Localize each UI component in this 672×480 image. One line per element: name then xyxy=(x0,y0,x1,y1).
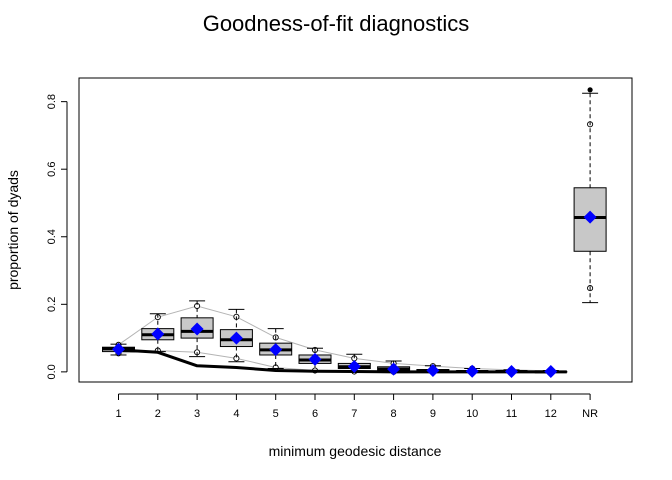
axes: 0.00.20.40.60.81 2 3 4 5 6 7 8 9 10 11 12 NR xyxy=(46,94,598,420)
box-series xyxy=(102,92,607,374)
chart-title: Goodness-of-fit diagnostics xyxy=(203,11,470,36)
y-tick-label: 0.0 xyxy=(46,364,58,379)
mean-marker-series xyxy=(112,210,597,379)
mean-marker-9 xyxy=(426,364,440,378)
mean-marker-2 xyxy=(151,327,165,341)
x-tick-label: 1 xyxy=(115,408,121,420)
x-tick-label: 2 xyxy=(155,408,161,420)
mean-marker-NR xyxy=(583,210,597,224)
y-tick-label: 0.8 xyxy=(46,94,58,109)
y-axis-label: proportion of dyads xyxy=(5,170,21,290)
mean-marker-1 xyxy=(112,342,125,356)
y-tick-label: 0.2 xyxy=(46,297,58,312)
y-tick-label: 0.6 xyxy=(46,162,58,177)
x-tick-label: 3 xyxy=(194,408,200,420)
mean-marker-10 xyxy=(465,364,479,378)
x-tick-label: 11 xyxy=(506,408,517,420)
mean-marker-5 xyxy=(269,343,283,357)
box-NR xyxy=(573,92,607,304)
y-tick-label: 0.4 xyxy=(46,229,58,244)
mean-marker-8 xyxy=(387,362,401,376)
mean-marker-3 xyxy=(190,322,204,336)
mean-marker-12 xyxy=(544,365,558,379)
x-tick-label: 6 xyxy=(312,408,318,420)
plot-frame xyxy=(78,77,633,383)
observed-series xyxy=(118,87,593,374)
x-tick-label: 8 xyxy=(391,408,397,420)
x-axis-label: minimum geodesic distance xyxy=(269,443,442,459)
mean-marker-6 xyxy=(308,352,322,366)
x-tick-label: 12 xyxy=(545,408,557,420)
x-tick-label: 5 xyxy=(273,408,279,420)
x-tick-label: 10 xyxy=(466,408,478,420)
mean-marker-11 xyxy=(505,365,518,379)
x-tick-label: 9 xyxy=(430,408,436,420)
x-tick-label: NR xyxy=(582,408,598,420)
x-tick-label: 7 xyxy=(351,408,357,420)
mean-marker-4 xyxy=(229,331,243,345)
observed-point-nr xyxy=(587,87,593,93)
mean-marker-7 xyxy=(347,359,361,373)
x-tick-label: 4 xyxy=(233,408,239,420)
observed-line xyxy=(118,348,551,374)
